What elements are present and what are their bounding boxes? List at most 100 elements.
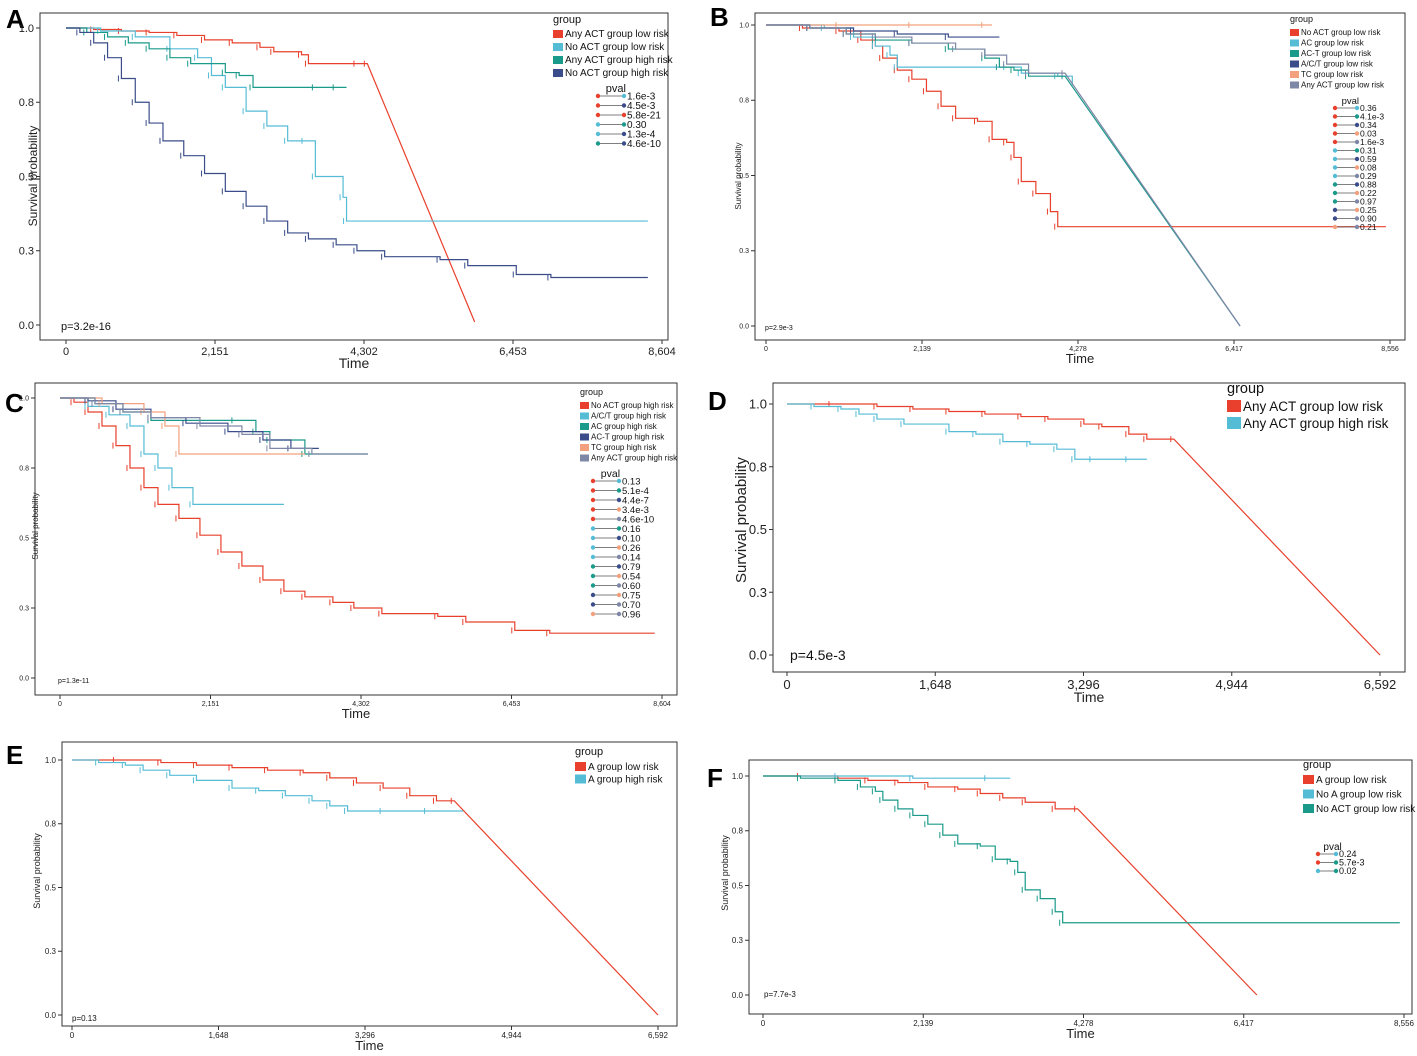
legend: group Any ACT group low risk Any ACT group… <box>1227 381 1389 431</box>
pval-value: 1.6e-3 <box>627 92 656 103</box>
legend-label: A/C/T group high risk <box>591 412 667 421</box>
pval-dot <box>616 583 622 588</box>
legend-label: A/C/T group low risk <box>1301 60 1374 69</box>
pval-dot <box>590 545 596 550</box>
legend-label: Any ACT group low risk <box>1301 81 1385 90</box>
survival-curve <box>60 397 655 634</box>
legend-swatch <box>580 423 589 430</box>
pval-dot <box>616 573 622 579</box>
pval-dot <box>1332 139 1338 145</box>
pval-dot <box>1332 173 1338 179</box>
legend-title: group <box>1290 14 1313 24</box>
pval-dot <box>590 497 596 503</box>
legend-title: group <box>553 14 581 26</box>
legend-swatch <box>1303 804 1314 813</box>
pval-dot <box>616 554 622 560</box>
legend-swatch <box>580 454 589 462</box>
overall-p-value: p=3.2e-16 <box>61 321 111 333</box>
pval-value: 0.24 <box>1339 849 1357 859</box>
legend-swatch <box>1227 417 1241 429</box>
pval-dot <box>1332 131 1338 136</box>
pval-value: 4.6e-10 <box>627 139 661 150</box>
pval-value: 5.8e-21 <box>627 111 661 122</box>
legend-title: group <box>1303 759 1331 771</box>
y-tick-label: 0.3 <box>749 585 767 600</box>
legend-swatch <box>575 762 586 771</box>
pval-dot <box>595 141 601 146</box>
pval-value: 0.10 <box>622 533 641 544</box>
y-tick-label: 0.8 <box>739 98 749 105</box>
x-tick-label: 6,417 <box>1234 1019 1255 1028</box>
x-tick-label: 4,944 <box>1215 677 1248 692</box>
survival-curve <box>72 759 659 1016</box>
series-any-act-group-high-risk <box>60 397 368 457</box>
y-tick-label: 0.0 <box>732 991 744 1000</box>
y-tick-label: 0.0 <box>45 1011 57 1020</box>
survival-curve <box>763 775 1011 779</box>
y-axis-title: Survival probability <box>734 142 743 209</box>
x-tick-label: 8,604 <box>648 346 676 358</box>
pval-value: 0.54 <box>622 571 641 582</box>
legend-swatch <box>1227 400 1241 412</box>
x-tick-label: 0 <box>761 1019 766 1028</box>
legend-swatch <box>553 69 563 77</box>
pval-dot <box>616 497 622 503</box>
x-tick-label: 3,296 <box>355 1031 376 1040</box>
legend-label: AC-T group high risk <box>591 433 665 442</box>
x-tick-label: 6,453 <box>503 701 521 708</box>
legend-swatch <box>1290 81 1299 89</box>
legend-swatch <box>553 30 563 38</box>
overall-p-value: p=1.3e-11 <box>58 678 89 685</box>
series-tc-group-low-risk <box>766 22 993 28</box>
legend: group Any ACT group low risk No ACT group … <box>553 14 674 79</box>
pval-dot <box>1332 190 1338 196</box>
x-tick-label: 0 <box>783 677 790 692</box>
pval-dot <box>616 526 622 531</box>
pval-dot <box>590 583 596 588</box>
y-tick-label: 1.0 <box>739 22 749 29</box>
x-tick-label: 1,648 <box>919 677 952 692</box>
x-tick-label: 8,556 <box>1381 346 1399 353</box>
pval-dot <box>621 103 627 108</box>
y-tick-label: 1.0 <box>19 395 29 402</box>
pval-dot <box>1354 105 1360 111</box>
series-any-act-group-low-risk <box>787 401 1381 656</box>
legend-swatch <box>1303 775 1314 784</box>
survival-curve <box>787 403 1147 460</box>
plot-frame <box>61 741 678 1027</box>
pval-dot <box>1333 860 1339 865</box>
legend-label: TC group low risk <box>1301 70 1364 79</box>
pval-value: 0.70 <box>622 600 641 611</box>
pval-dot <box>595 93 601 99</box>
panel-f: F 0.0 0.3 0.5 0.8 1.0 0 2,139 4,278 6,417 8,556 Tim… <box>707 759 1416 1041</box>
legend-label: AC group low risk <box>1301 39 1365 48</box>
legend-label: A group low risk <box>1316 775 1388 786</box>
legend-swatch <box>580 412 589 420</box>
pval-value: 0.75 <box>622 590 641 601</box>
pval-dot <box>1354 131 1360 136</box>
legend-label: No ACT group high risk <box>591 401 675 410</box>
pval-title: pval <box>1323 842 1341 853</box>
pval-dot <box>1332 156 1338 162</box>
survival-curve <box>763 775 1400 924</box>
pval-dot <box>1332 114 1338 119</box>
x-tick-label: 6,592 <box>1364 677 1397 692</box>
x-tick-label: 4,302 <box>350 346 378 358</box>
pval-dot <box>1315 868 1321 874</box>
y-axis-title: Survival probability <box>32 833 42 909</box>
y-tick-label: 0.3 <box>19 605 29 612</box>
pval-dot <box>1354 207 1360 213</box>
pval-dot <box>590 526 596 531</box>
pval-value: 0.16 <box>622 524 641 535</box>
y-tick-label: 0.0 <box>739 323 749 330</box>
pval-dot <box>590 564 596 569</box>
pval-dot <box>1332 207 1338 213</box>
pval-dot <box>1332 122 1338 128</box>
y-tick-label: 0.3 <box>45 947 57 956</box>
pval-dot <box>590 573 596 579</box>
pval-dot <box>590 602 596 607</box>
legend-swatch <box>580 402 589 409</box>
